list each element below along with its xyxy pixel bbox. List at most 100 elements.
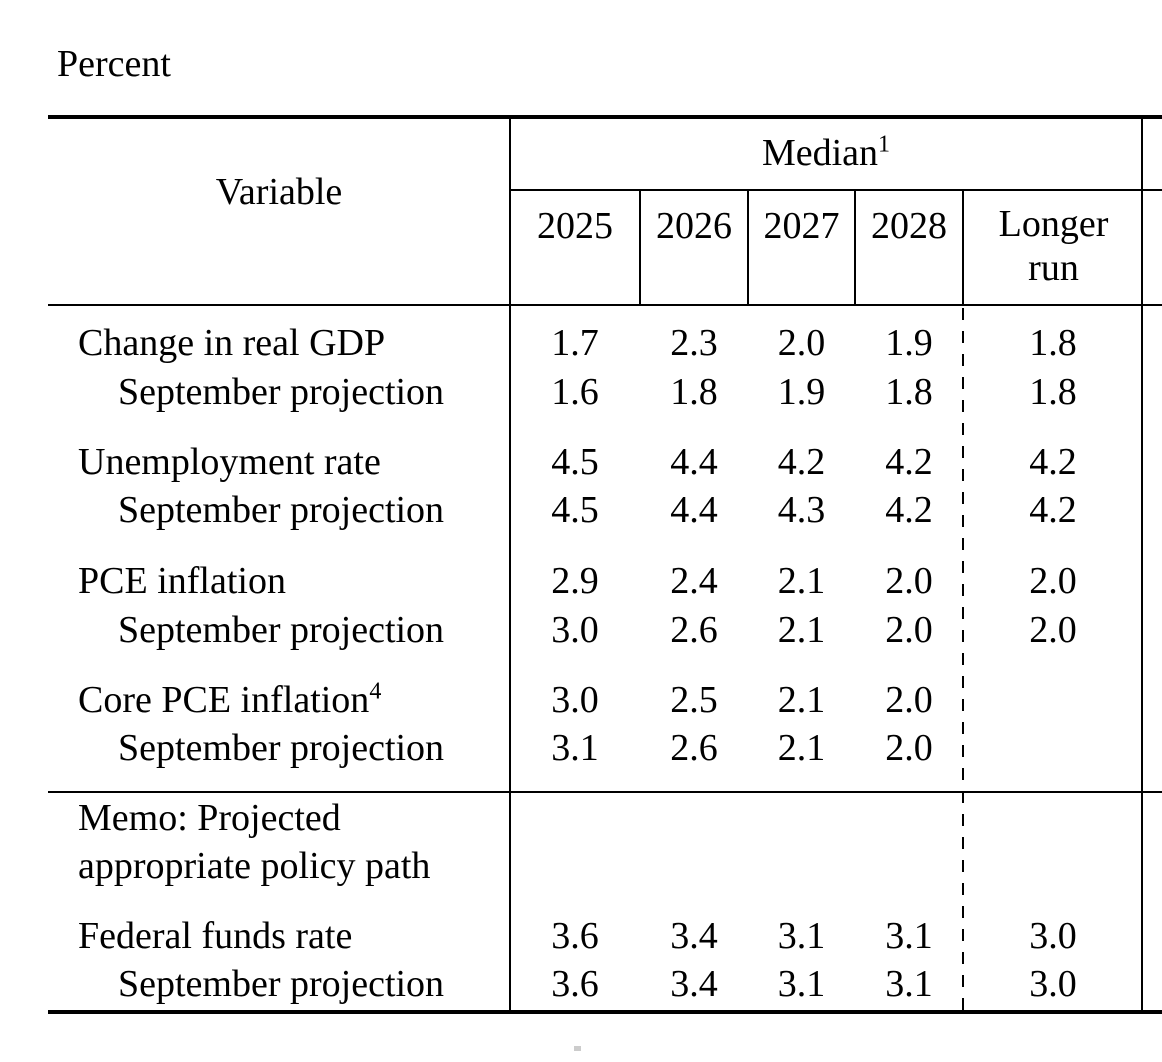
header-bottom-rule: [48, 304, 1162, 306]
column-header-2027: 2027: [763, 205, 840, 247]
table-row-core-pce: Core PCE inflation4 3.0 2.5 2.1 2.0: [0, 676, 1162, 724]
cell-2025: 3.0: [551, 609, 599, 651]
cell-2027: 2.1: [777, 679, 826, 721]
row-label: September projection: [118, 489, 445, 531]
cell-2026: 2.6: [670, 727, 718, 769]
cell-2027: 3.1: [777, 915, 826, 957]
cell-2028: 2.0: [885, 679, 933, 721]
cell-2027: 3.1: [777, 963, 826, 1005]
cell-2028: 2.0: [885, 727, 933, 769]
divider-2025-2026: [639, 189, 641, 306]
row-label: September projection: [118, 727, 445, 769]
cell-2026: 1.8: [670, 371, 718, 413]
cell-2028: 3.1: [885, 915, 933, 957]
cell-2027: 2.0: [777, 322, 826, 364]
column-header-2028: 2028: [871, 205, 947, 247]
table-row-gdp-september: September projection 1.6 1.8 1.9 1.8 1.8: [0, 368, 1162, 416]
cell-2026: 2.3: [670, 322, 718, 364]
cell-longer-run: 4.2: [1029, 489, 1077, 531]
cell-2025: 4.5: [551, 441, 599, 483]
row-label: Federal funds rate: [78, 915, 353, 957]
row-label: Unemployment rate: [78, 441, 381, 483]
cell-2028: 2.0: [885, 560, 933, 602]
table-row-memo-line2: appropriate policy path: [0, 842, 1162, 890]
cell-2026: 3.4: [670, 915, 718, 957]
cell-2028: 2.0: [885, 609, 933, 651]
cell-longer-run: 2.0: [1029, 609, 1077, 651]
column-header-2025: 2025: [537, 205, 613, 247]
row-label: Change in real GDP: [78, 322, 386, 364]
row-label: September projection: [118, 371, 445, 413]
variable-column-header: Variable: [215, 171, 343, 213]
cell-2027: 2.1: [777, 609, 826, 651]
table-row-pce-inflation: PCE inflation 2.9 2.4 2.1 2.0 2.0: [0, 557, 1162, 605]
divider-2027-2028: [854, 189, 856, 306]
core-pce-footnote-marker: 4: [369, 678, 382, 705]
cell-2025: 1.7: [551, 322, 599, 364]
cell-2026: 3.4: [670, 963, 718, 1005]
cell-2027: 4.3: [777, 489, 826, 531]
cell-2028: 1.8: [885, 371, 933, 413]
cell-2025: 3.1: [551, 727, 599, 769]
cell-2025: 3.0: [551, 679, 599, 721]
table-row-unemployment: Unemployment rate 4.5 4.4 4.2 4.2 4.2: [0, 438, 1162, 486]
column-header-longer-run: Longer run: [965, 202, 1142, 290]
cropped-footnote-artifact: [574, 1046, 581, 1051]
core-pce-label-text: Core PCE inflation: [78, 679, 370, 721]
table-row-federal-funds-september: September projection 3.6 3.4 3.1 3.1 3.0: [0, 960, 1162, 1008]
cell-longer-run: 4.2: [1029, 441, 1077, 483]
row-label: PCE inflation: [78, 560, 286, 602]
row-label: Memo: Projected: [78, 797, 341, 839]
cell-longer-run: 3.0: [1029, 963, 1077, 1005]
median-group-right-border: [1141, 115, 1143, 1014]
cell-2026: 4.4: [670, 441, 718, 483]
divider-2028-longer-run-header: [962, 189, 964, 306]
units-label: Percent: [57, 43, 171, 85]
cell-2028: 1.9: [885, 322, 933, 364]
cell-2025: 3.6: [551, 915, 599, 957]
divider-2026-2027: [747, 189, 749, 306]
memo-section-rule: [48, 791, 1162, 793]
table-row-pce-september: September projection 3.0 2.6 2.1 2.0 2.0: [0, 606, 1162, 654]
row-label: appropriate policy path: [78, 845, 431, 887]
cell-longer-run: 1.8: [1029, 322, 1077, 364]
median-group-header: Median1: [510, 128, 1142, 178]
table-bottom-rule: [48, 1010, 1162, 1014]
row-label: September projection: [118, 963, 445, 1005]
cell-2026: 2.5: [670, 679, 718, 721]
median-underline-rule: [510, 189, 1162, 191]
table-row-federal-funds: Federal funds rate 3.6 3.4 3.1 3.1 3.0: [0, 912, 1162, 960]
cell-2026: 2.6: [670, 609, 718, 651]
longer-run-line1: Longer: [998, 203, 1109, 245]
cell-2026: 2.4: [670, 560, 718, 602]
table-row-core-pce-september: September projection 3.1 2.6 2.1 2.0: [0, 724, 1162, 772]
median-group-header-text: Median: [761, 132, 879, 174]
cell-longer-run: 2.0: [1029, 560, 1077, 602]
cell-2026: 4.4: [670, 489, 718, 531]
row-label: September projection: [118, 609, 445, 651]
median-footnote-marker: 1: [878, 131, 891, 158]
longer-run-dashed-divider: [962, 308, 964, 1010]
cell-2028: 3.1: [885, 963, 933, 1005]
column-header-2026: 2026: [656, 205, 732, 247]
cell-longer-run: 1.8: [1029, 371, 1077, 413]
cell-2027: 4.2: [777, 441, 826, 483]
cell-2025: 4.5: [551, 489, 599, 531]
cell-2028: 4.2: [885, 441, 933, 483]
cell-2027: 2.1: [777, 727, 826, 769]
table-row-unemployment-september: September projection 4.5 4.4 4.3 4.2 4.2: [0, 486, 1162, 534]
cell-2025: 2.9: [551, 560, 599, 602]
cell-longer-run: 3.0: [1029, 915, 1077, 957]
table-row-gdp: Change in real GDP 1.7 2.3 2.0 1.9 1.8: [0, 319, 1162, 367]
cell-2027: 2.1: [777, 560, 826, 602]
cell-2025: 1.6: [551, 371, 599, 413]
cell-2025: 3.6: [551, 963, 599, 1005]
table-top-rule: [48, 115, 1162, 119]
variable-median-divider: [509, 115, 511, 1014]
longer-run-line2: run: [1028, 247, 1079, 289]
cell-2028: 4.2: [885, 489, 933, 531]
cell-2027: 1.9: [777, 371, 826, 413]
row-label: Core PCE inflation4: [78, 676, 381, 724]
table-row-memo-line1: Memo: Projected: [0, 794, 1162, 842]
